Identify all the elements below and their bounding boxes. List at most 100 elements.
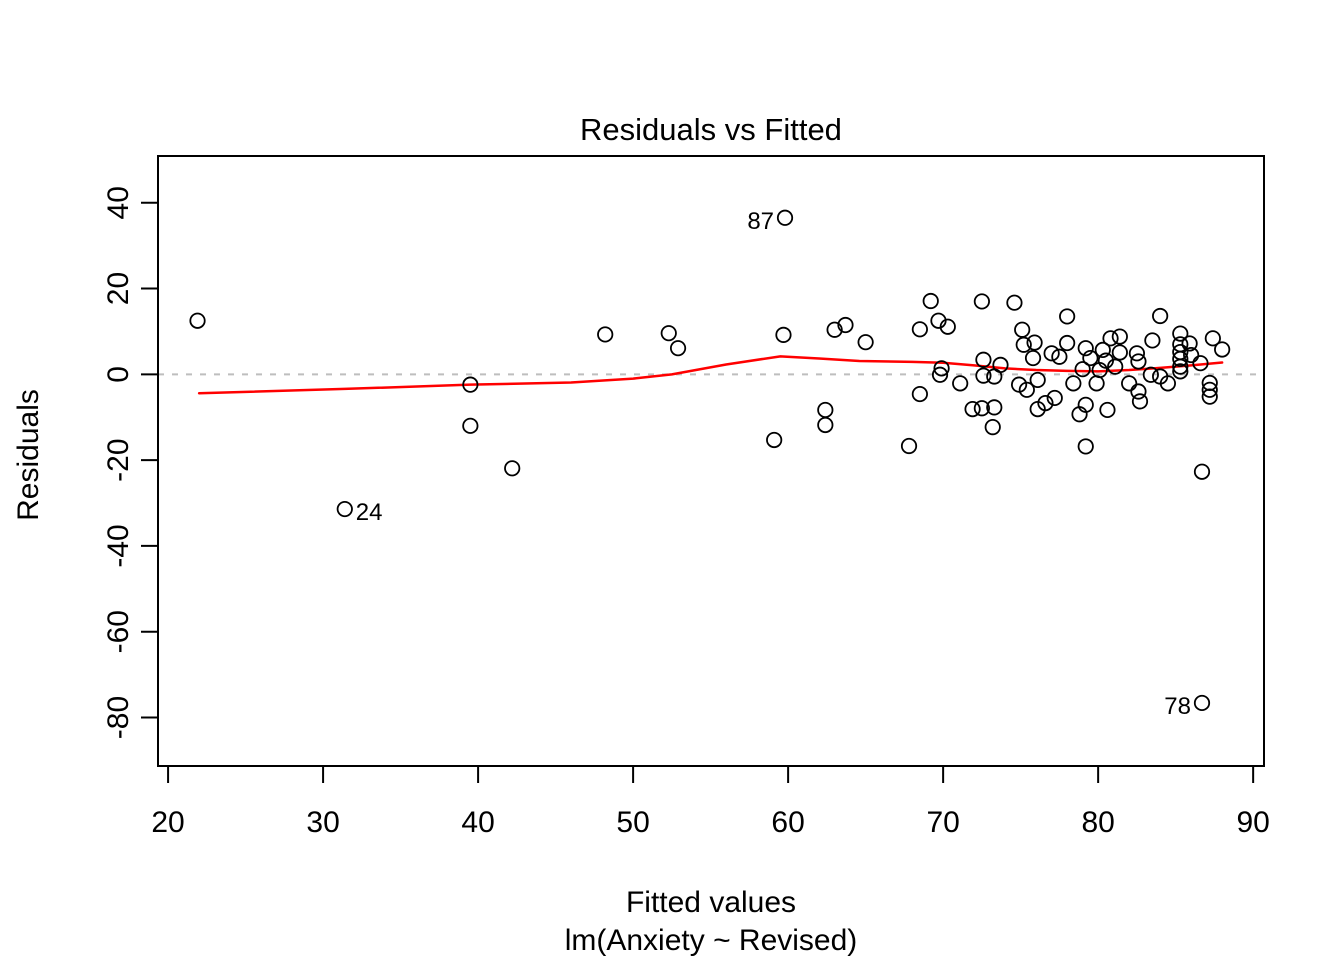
- data-point: [462, 376, 479, 393]
- data-point: [1088, 375, 1105, 392]
- data-point: [766, 431, 783, 449]
- data-point: [931, 366, 949, 383]
- x-tick-label: 20: [151, 806, 184, 839]
- data-point: [1121, 375, 1138, 392]
- data-point: [1046, 389, 1063, 407]
- data-point: [1037, 394, 1054, 412]
- data-point: [1082, 349, 1099, 367]
- data-point: [1172, 363, 1189, 380]
- data-point: [1152, 307, 1169, 325]
- data-point: [597, 326, 614, 343]
- labeled-data-point: [776, 209, 794, 226]
- data-point: [1181, 335, 1198, 352]
- data-point: [1102, 330, 1119, 347]
- data-point: [1107, 358, 1124, 375]
- data-point: [984, 419, 1001, 436]
- y-tick-label: 0: [102, 366, 135, 383]
- y-axis-label: Residuals: [12, 389, 45, 521]
- data-point: [986, 399, 1003, 416]
- data-point: [1059, 308, 1076, 325]
- data-point: [504, 460, 521, 477]
- y-tick-label: -80: [102, 696, 135, 739]
- data-point: [975, 351, 992, 368]
- plot-border: [157, 155, 1265, 767]
- x-tick-label: 40: [461, 806, 494, 839]
- x-axis-ticks: 20 30 40 50 60 70 80 90: [151, 766, 1270, 839]
- data-point: [1006, 294, 1023, 311]
- data-point: [1130, 353, 1147, 370]
- x-tick-label: 50: [616, 806, 649, 839]
- data-point: [1131, 393, 1149, 410]
- y-axis-ticks: -80 -60 -40 -20 0 20 40: [102, 186, 158, 739]
- data-point: [900, 437, 918, 455]
- data-point: [1204, 330, 1221, 347]
- x-tick-label: 60: [771, 806, 804, 839]
- smoother-polyline: [197, 355, 1224, 395]
- data-point: [911, 385, 928, 403]
- data-point: [1172, 325, 1189, 342]
- x-tick-label: 30: [306, 806, 339, 839]
- labeled-data-point: [336, 500, 353, 518]
- data-point: [669, 340, 687, 357]
- data-point: [1077, 438, 1094, 455]
- y-tick-label: -20: [102, 438, 135, 481]
- labeled-data-point: [1193, 694, 1211, 712]
- data-point: [837, 316, 854, 334]
- x-axis-label: Fitted values: [626, 886, 796, 919]
- data-point: [1059, 334, 1076, 352]
- data-point: [817, 416, 834, 434]
- data-point: [1192, 355, 1209, 372]
- y-tick-label: -40: [102, 524, 135, 567]
- data-point: [939, 318, 956, 335]
- data-point: [1144, 332, 1161, 349]
- data-point: [975, 367, 992, 384]
- data-point: [826, 321, 843, 338]
- data-point: [1051, 348, 1068, 365]
- data-point: [1077, 396, 1094, 413]
- data-point: [775, 326, 792, 343]
- data-point: [922, 292, 939, 310]
- data-point: [1074, 361, 1091, 378]
- data-point: [1094, 341, 1111, 358]
- data-point: [1201, 388, 1218, 405]
- data-point: [1014, 321, 1031, 338]
- data-point: [1065, 375, 1082, 392]
- y-tick-label: 20: [102, 272, 135, 305]
- data-point: [1130, 383, 1147, 400]
- x-tick-label: 80: [1081, 806, 1114, 839]
- data-point: [973, 293, 990, 310]
- y-tick-label: 40: [102, 186, 135, 219]
- data-point: [911, 321, 928, 338]
- point-id-label: 24: [356, 499, 383, 526]
- data-point: [1077, 340, 1094, 357]
- y-tick-label: -60: [102, 610, 135, 653]
- x-tick-label: 70: [926, 806, 959, 839]
- data-point: [857, 334, 874, 351]
- data-point: [973, 400, 990, 417]
- data-point: [1018, 381, 1035, 398]
- data-point: [1193, 463, 1211, 480]
- data-point: [1043, 345, 1060, 362]
- data-point: [1201, 381, 1218, 398]
- data-point: [1172, 358, 1189, 375]
- data-point: [1183, 346, 1200, 364]
- outlier-point-labels: 87 24 78: [336, 208, 1211, 720]
- x-axis-sublabel: lm(Anxiety ~ Revised): [565, 924, 858, 957]
- data-point: [1111, 344, 1128, 361]
- data-point: [1128, 345, 1145, 362]
- chart-title: Residuals vs Fitted: [580, 112, 842, 147]
- data-point: [1111, 328, 1128, 345]
- data-point: [964, 400, 981, 418]
- loess-smoother-line: [197, 355, 1224, 395]
- data-point: [660, 325, 677, 342]
- data-point: [992, 356, 1009, 374]
- data-point: [952, 375, 969, 392]
- data-point: [817, 401, 834, 419]
- data-point: [1142, 366, 1159, 383]
- point-id-label: 87: [747, 208, 774, 235]
- x-tick-label: 90: [1236, 806, 1269, 839]
- data-point: [1015, 336, 1032, 353]
- data-point: [1026, 334, 1043, 351]
